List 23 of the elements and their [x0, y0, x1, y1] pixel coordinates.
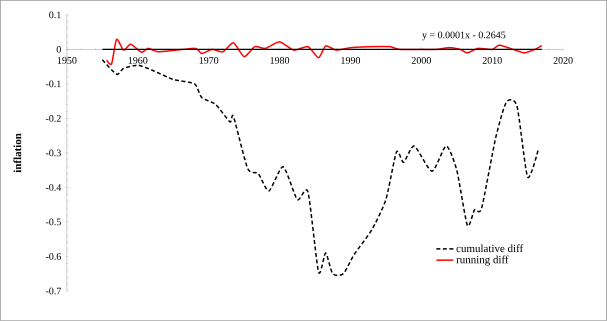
x-tick-label: 2000 — [412, 57, 431, 64]
y-tick-label: -0.2 — [46, 115, 61, 122]
y-tick-label: -0.5 — [46, 218, 61, 226]
x-tick-label: 2020 — [554, 57, 573, 64]
y-tick-label: -0.4 — [46, 184, 62, 191]
y-tick-label: -0.1 — [46, 80, 61, 88]
x-tick-label: 1950 — [58, 57, 77, 64]
legend-label: cumulative diff — [456, 244, 524, 252]
line-series — [102, 59, 540, 276]
y-tick-label: -0.6 — [46, 253, 61, 260]
y-tick-label: 0 — [56, 46, 61, 53]
x-tick-label: 1990 — [341, 57, 360, 64]
y-tick-label: -0.7 — [46, 288, 62, 294]
annotation: y = 0.0001x - 0.2645 — [422, 32, 506, 40]
line-series — [106, 38, 543, 65]
x-tick-label: 1980 — [270, 57, 290, 64]
y-tick-label: 0.1 — [49, 12, 61, 18]
x-tick-label: 2010 — [482, 57, 502, 64]
y-tick-label: -0.3 — [46, 150, 61, 156]
x-tick-label: 1970 — [200, 57, 218, 64]
x-tick-label: 1960 — [128, 57, 148, 64]
y-axis-title: inflation — [13, 133, 22, 173]
legend-label: running diff — [456, 256, 509, 266]
